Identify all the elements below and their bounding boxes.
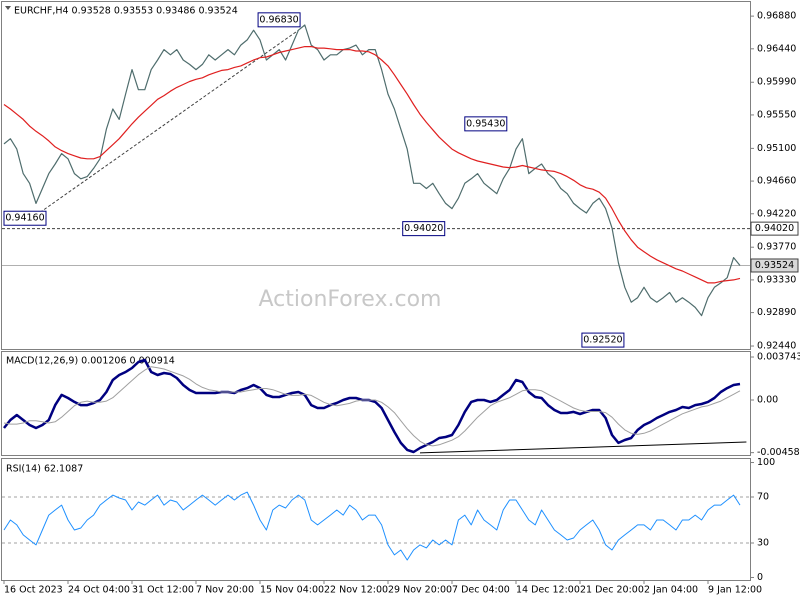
x-tick-label: 14 Dec 12:00: [516, 585, 580, 596]
x-tick-label: 31 Oct 12:00: [132, 585, 194, 596]
y-tick-label: 0.00: [757, 394, 778, 405]
annotation-box: [257, 12, 301, 28]
y-tick-label: 0.003743: [757, 352, 800, 363]
x-tick-label: 24 Oct 04:00: [68, 585, 130, 596]
y-tick-label: 100: [757, 457, 775, 468]
y-tick-label: 0.94660: [757, 176, 796, 187]
y-tick-label: -0.004585: [757, 447, 800, 458]
y-tick-label: 0.96440: [757, 43, 796, 54]
y-tick-label: 0.94220: [757, 208, 796, 219]
series-line: [3, 358, 741, 454]
symbol-icon: [5, 6, 11, 10]
x-tick-label: 7 Dec 04:00: [452, 585, 510, 596]
series-line: [3, 366, 741, 447]
y-tick-label: 0: [757, 572, 763, 583]
y-tick-label: 0.93770: [757, 242, 796, 253]
trendline: [35, 29, 299, 216]
y-tick-label: 0.95100: [757, 143, 796, 154]
rsi-panel-frame: [1, 458, 751, 581]
panel-title: RSI(14) 62.1087: [6, 464, 83, 475]
annotation-label: 0.96830: [259, 14, 298, 25]
x-tick-label: 15 Nov 04:00: [260, 585, 324, 596]
panel-title: EURCHF,H4 0.93528 0.93553 0.93486 0.9352…: [14, 6, 238, 17]
price-label-box: [750, 258, 799, 273]
x-tick-label: 21 Dec 20:00: [580, 585, 644, 596]
series-line: [3, 491, 741, 561]
y-tick-label: 0.92890: [757, 307, 796, 318]
annotation-label: 0.95430: [466, 118, 505, 129]
annotation-label: 0.92520: [583, 335, 622, 346]
annotation-box: [402, 221, 446, 237]
x-tick-label: 16 Oct 2023: [4, 585, 63, 596]
annotation-box: [3, 210, 47, 226]
x-tick-label: 7 Nov 20:00: [196, 585, 254, 596]
y-tick-label: 0.92440: [757, 341, 796, 352]
annotation-label: 0.94160: [5, 213, 44, 224]
y-tick-label: 0.96880: [757, 11, 796, 22]
price-label: 0.93524: [755, 260, 794, 271]
y-tick-label: 0.95550: [757, 109, 796, 120]
y-tick-label: 30: [757, 537, 769, 548]
trendline: [419, 441, 747, 454]
y-tick-label: 0.93330: [757, 274, 796, 285]
x-tick-label: 22 Nov 12:00: [324, 585, 388, 596]
annotation-label: 0.94020: [404, 223, 443, 234]
annotation-box: [581, 332, 625, 348]
price-label: 0.94020: [755, 223, 794, 234]
watermark: ActionForex.com: [259, 287, 442, 312]
series-line: [3, 24, 741, 317]
series-line: [3, 46, 741, 284]
x-tick-label: 29 Nov 20:00: [388, 585, 452, 596]
x-tick-label: 2 Jan 04:00: [644, 585, 698, 596]
macd-panel-frame: [1, 351, 751, 456]
price-label-box: [750, 221, 799, 236]
panel-title: MACD(12,26,9) 0.001206 0.000914: [6, 356, 175, 367]
y-tick-label: 0.95990: [757, 77, 796, 88]
y-tick-label: 70: [757, 492, 769, 503]
price-panel-frame: [1, 1, 751, 350]
annotation-box: [464, 116, 508, 132]
x-tick-label: 9 Jan 12:00: [708, 585, 762, 596]
